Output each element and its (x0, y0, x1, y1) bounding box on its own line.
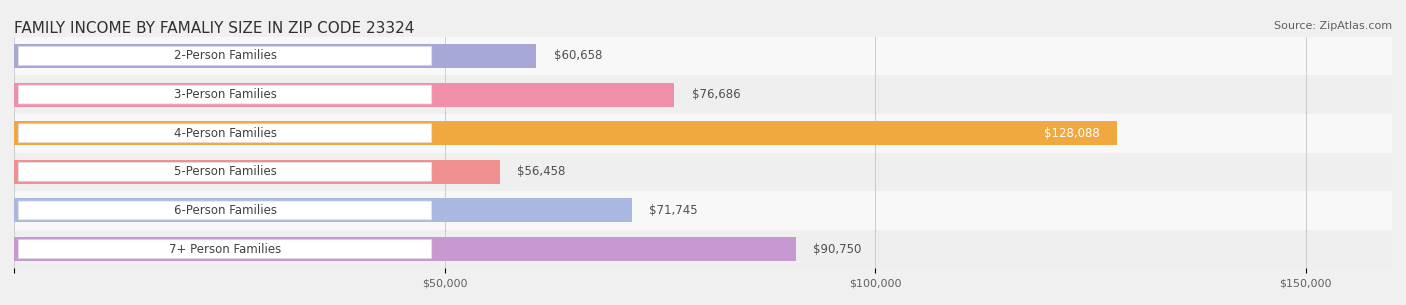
FancyBboxPatch shape (18, 201, 432, 220)
FancyBboxPatch shape (18, 163, 432, 181)
Text: Source: ZipAtlas.com: Source: ZipAtlas.com (1274, 21, 1392, 31)
Text: 4-Person Families: 4-Person Families (173, 127, 277, 140)
Bar (14, 114, 1392, 152)
Text: 3-Person Families: 3-Person Families (173, 88, 277, 101)
Text: $128,088: $128,088 (1045, 127, 1099, 140)
Bar (14, 75, 1392, 114)
Bar (14, 160, 501, 184)
FancyBboxPatch shape (18, 240, 432, 258)
Text: $60,658: $60,658 (554, 49, 602, 63)
Text: 2-Person Families: 2-Person Families (173, 49, 277, 63)
Text: $76,686: $76,686 (692, 88, 741, 101)
Bar (14, 83, 675, 106)
Bar (14, 199, 631, 222)
Bar (14, 152, 1392, 191)
Text: 6-Person Families: 6-Person Families (173, 204, 277, 217)
Text: $56,458: $56,458 (517, 165, 565, 178)
Text: $90,750: $90,750 (813, 242, 860, 256)
FancyBboxPatch shape (18, 124, 432, 142)
FancyBboxPatch shape (18, 85, 432, 104)
Bar (14, 237, 796, 261)
Text: 5-Person Families: 5-Person Families (173, 165, 277, 178)
Bar (14, 37, 1392, 75)
Text: $71,745: $71,745 (650, 204, 697, 217)
Text: FAMILY INCOME BY FAMALIY SIZE IN ZIP CODE 23324: FAMILY INCOME BY FAMALIY SIZE IN ZIP COD… (14, 21, 415, 36)
Bar (14, 230, 1392, 268)
Text: 7+ Person Families: 7+ Person Families (169, 242, 281, 256)
Bar (14, 121, 1118, 145)
Bar (14, 44, 537, 68)
FancyBboxPatch shape (18, 47, 432, 65)
Bar (14, 191, 1392, 230)
